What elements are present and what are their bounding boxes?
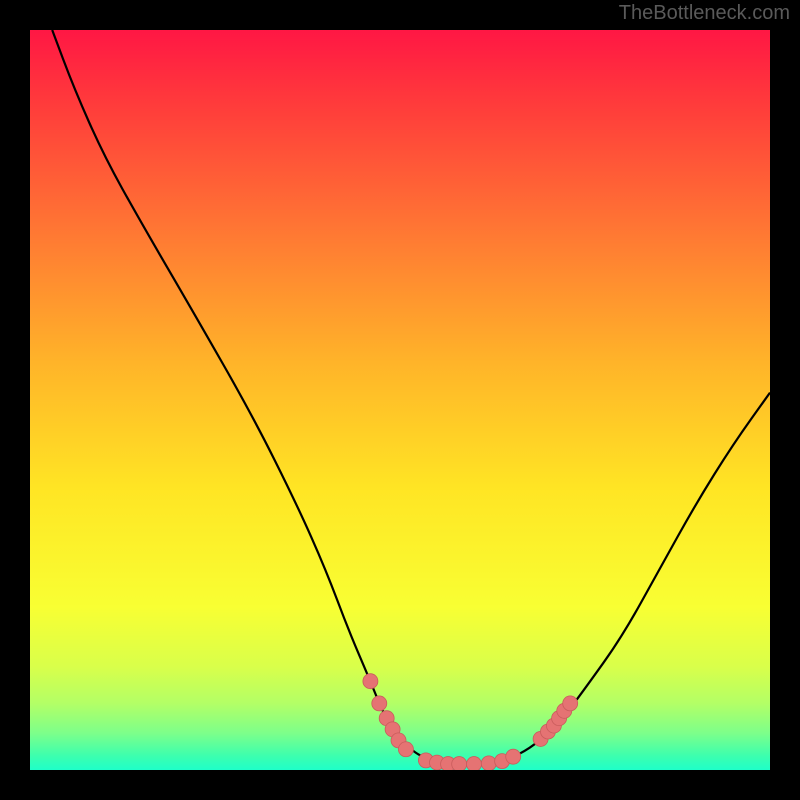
data-point (398, 742, 413, 757)
data-point (481, 756, 496, 770)
data-point (563, 696, 578, 711)
plot-area (30, 30, 770, 770)
dots-layer (30, 30, 770, 770)
watermark-text: TheBottleneck.com (619, 2, 790, 25)
data-point (506, 749, 521, 764)
data-point (372, 696, 387, 711)
data-point (363, 674, 378, 689)
data-point (467, 757, 482, 770)
data-point (452, 757, 467, 770)
